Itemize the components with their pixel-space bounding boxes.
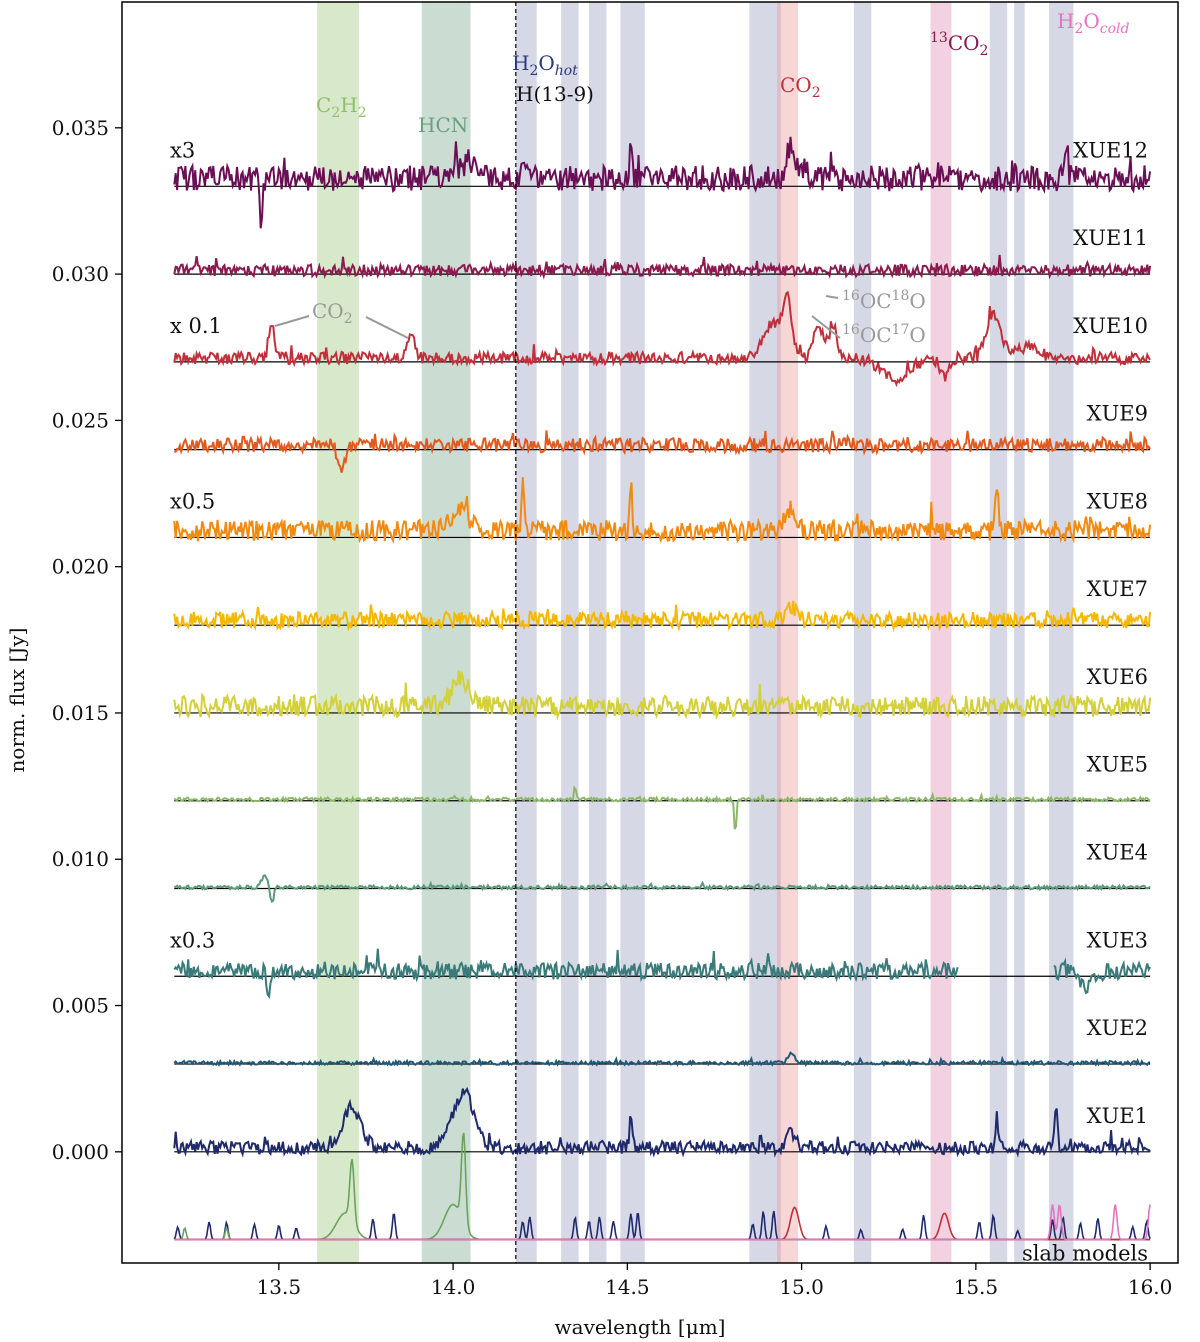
series-label-xue5: XUE5 — [1087, 753, 1148, 777]
label-co2-gray: CO2 — [312, 299, 353, 327]
series-label-xue9: XUE9 — [1087, 402, 1148, 426]
y-tick-label: 0.035 — [52, 116, 109, 140]
axes: 13.5 14.0 14.5 15.0 15.5 16.0 0.000 0.005 0.010 0… — [52, 1, 1179, 1299]
spectrum-xue10 — [173, 290, 1151, 388]
spectrum-xue8 — [173, 477, 1152, 544]
band-h2o_hot — [589, 2, 607, 1263]
label-hcn: HCN — [418, 113, 468, 137]
oc17o-pointer — [811, 315, 841, 339]
band-h2o_hot — [620, 2, 645, 1263]
band-h2o_hot — [853, 2, 872, 1263]
spectrum-xue12 — [173, 136, 1152, 229]
series-label-xue3: XUE3 — [1087, 928, 1148, 952]
y-tick-label: 0.010 — [52, 847, 109, 871]
spectrum-xue5 — [173, 785, 1151, 830]
x-tick-label: 14.5 — [605, 1275, 650, 1299]
y-tick-label: 0.015 — [52, 701, 109, 725]
label-co2: CO2 — [780, 73, 821, 101]
y-tick-label: 0.000 — [52, 1140, 109, 1164]
label-c2h2: C2H2 — [316, 93, 367, 121]
label-oc17o: 16OC17O — [842, 322, 926, 347]
band-h2o_hot — [989, 2, 1008, 1263]
spectrum-xue11 — [173, 254, 1152, 280]
band-h2o_hot — [1049, 2, 1074, 1263]
spectrum-xue6 — [173, 670, 1152, 721]
x-tick-label: 15.0 — [779, 1275, 824, 1299]
band-c2h2 — [317, 2, 359, 1263]
scale-label-xue10: x 0.1 — [170, 314, 222, 338]
series-label-xue4: XUE4 — [1087, 841, 1148, 865]
y-tick-label: 0.005 — [52, 994, 109, 1018]
series-label-xue2: XUE2 — [1087, 1016, 1148, 1040]
series-label-xue11: XUE11 — [1073, 226, 1148, 250]
y-axis-label: norm. flux [Jy] — [5, 628, 29, 773]
series-label-xue7: XUE7 — [1087, 577, 1148, 601]
series-label-xue10: XUE10 — [1073, 314, 1148, 338]
band-hcn — [421, 2, 471, 1263]
series-label-xue8: XUE8 — [1087, 489, 1148, 513]
molecule-bands — [317, 2, 1074, 1263]
y-tick-label: 0.025 — [52, 408, 109, 432]
band-h2o_hot — [515, 2, 537, 1263]
spectrum-xue9 — [174, 430, 1151, 473]
label-h2o-hot: H2Ohot — [512, 51, 578, 79]
co2-pointer-right — [365, 316, 409, 339]
band-h2o_hot — [749, 2, 781, 1263]
band-13co2 — [930, 2, 952, 1263]
label-13co2: 13CO2 — [930, 30, 988, 59]
x-tick-label: 15.5 — [954, 1275, 999, 1299]
co2-pointer-left — [274, 315, 310, 327]
label-oc18o: 16OC18O — [842, 288, 926, 313]
slab-models-label: slab models — [1022, 1242, 1148, 1266]
spectrum-xue2 — [173, 1051, 1151, 1068]
band-h2o_hot — [1014, 2, 1025, 1263]
spectra-lines — [173, 2, 1152, 1263]
series-label-xue12: XUE12 — [1073, 138, 1148, 162]
y-tick-label: 0.030 — [52, 262, 109, 286]
x-tick-label: 14.0 — [431, 1275, 476, 1299]
spectrum-xue1 — [173, 1086, 1151, 1158]
x-axis-label: wavelength [μm] — [555, 1315, 726, 1339]
scale-label-xue3: x0.3 — [170, 928, 215, 952]
x-tick-label: 16.0 — [1128, 1275, 1173, 1299]
scale-label-xue12: x3 — [170, 138, 195, 162]
band-co2 — [777, 2, 799, 1263]
label-h2o-cold: H2Ocold — [1057, 9, 1130, 37]
spectrum-xue4 — [174, 874, 1151, 904]
label-h13-9: H(13-9) — [516, 82, 594, 106]
spectrum-xue7 — [173, 600, 1152, 633]
slab-water-cold — [174, 1204, 1151, 1241]
series-label-xue6: XUE6 — [1087, 665, 1148, 689]
plot-frame — [121, 1, 1179, 1264]
band-h2o_hot — [561, 2, 579, 1263]
x-tick-label: 13.5 — [257, 1275, 302, 1299]
y-tick-label: 0.020 — [52, 555, 109, 579]
scale-label-xue8: x0.5 — [170, 489, 215, 513]
spectrum-xue3 — [173, 948, 1151, 999]
oc18o-pointer — [825, 295, 839, 299]
series-labels: XUE12 x3 XUE11 XUE10 x 0.1 XUE9 XUE8 x0.5 XUE7 XU… — [170, 138, 1148, 1265]
series-label-xue1: XUE1 — [1087, 1104, 1148, 1128]
